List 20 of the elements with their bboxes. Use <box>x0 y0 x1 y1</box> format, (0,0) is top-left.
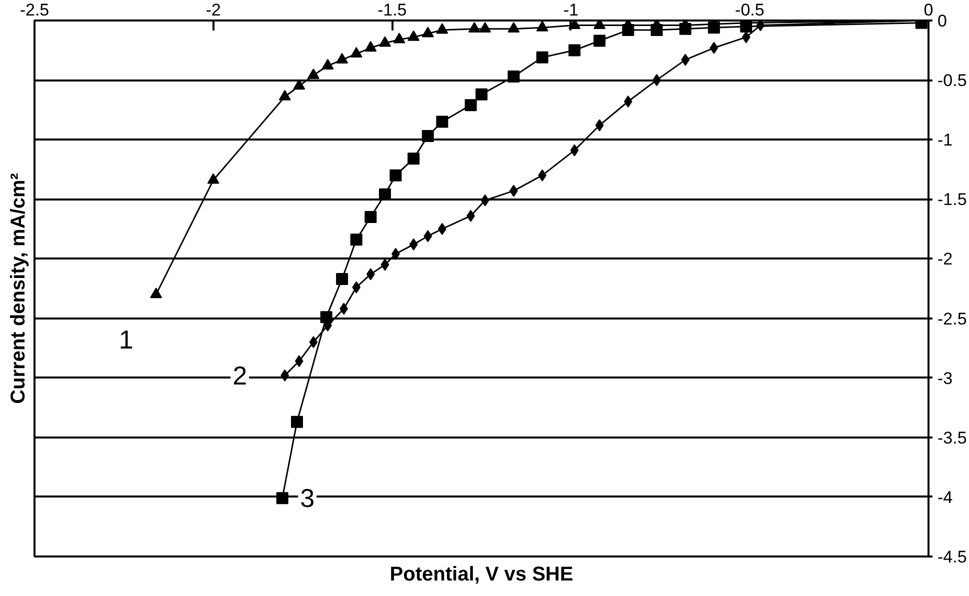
x-tick-label: -2 <box>206 0 221 20</box>
y-tick-label: -3.5 <box>938 428 967 448</box>
series-label: 1 <box>118 324 134 354</box>
series-label: 2 <box>232 360 248 390</box>
y-tick-label: -1 <box>938 130 953 150</box>
y-tick-label: -2 <box>938 250 953 269</box>
x-tick-label: -0.5 <box>735 0 764 20</box>
x-tick-label: -2.5 <box>20 0 50 20</box>
y-tick-label: -1.5 <box>938 190 967 210</box>
x-axis-title: Potential, V vs SHE <box>390 564 574 586</box>
y-axis-title: Current density, mA/cm² <box>8 172 30 404</box>
y-tick-label: -0.5 <box>938 71 967 90</box>
series-label: 3 <box>300 483 315 514</box>
y-tick-label: -3 <box>938 368 953 388</box>
x-tick-label: -1 <box>563 0 578 20</box>
y-tick-label: -2.5 <box>938 309 967 328</box>
x-tick-label: -1.5 <box>377 0 407 20</box>
y-tick-label: -4 <box>938 488 953 507</box>
x-tick-label: 0 <box>924 0 934 20</box>
y-tick-label: -4.5 <box>938 548 967 566</box>
